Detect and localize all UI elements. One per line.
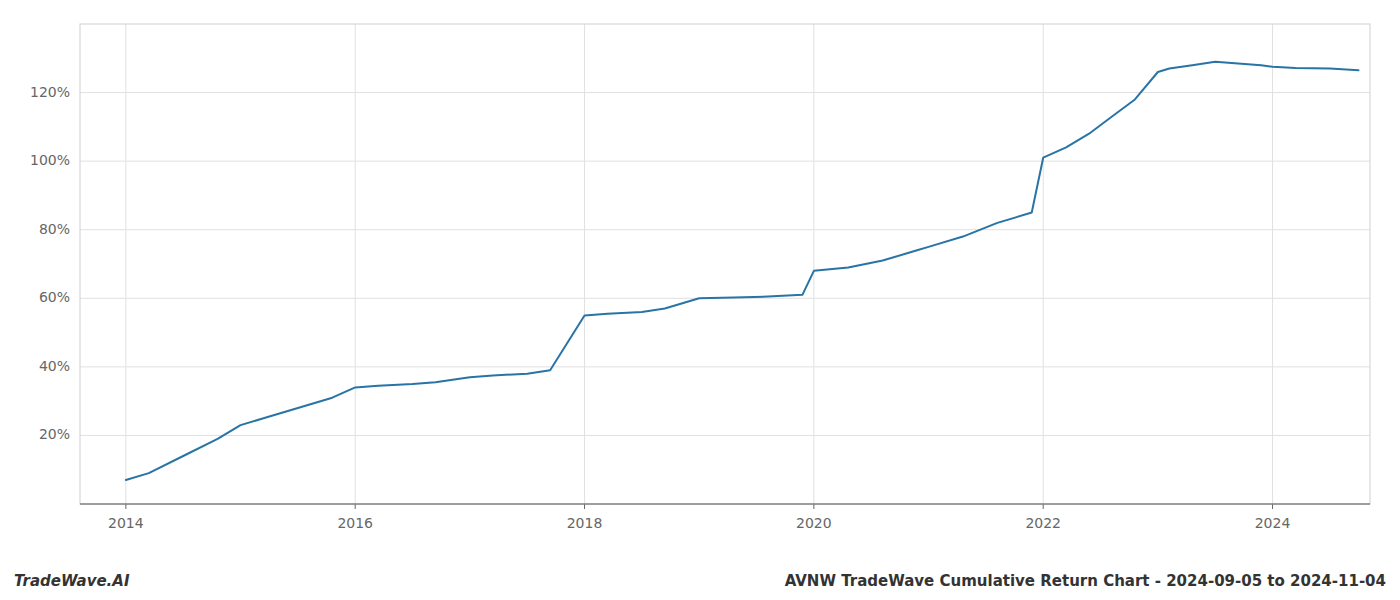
series-group (126, 62, 1359, 480)
x-grid-line (125, 24, 126, 504)
y-tick-label: 80% (39, 221, 70, 237)
background (0, 0, 1400, 600)
y-grid-line (80, 92, 1370, 93)
y-tick-label: 20% (39, 426, 70, 442)
x-tick-label: 2018 (567, 515, 603, 531)
x-grid-line (1272, 24, 1273, 504)
x-tick-label: 2020 (796, 515, 832, 531)
x-tick-label: 2024 (1255, 515, 1291, 531)
y-grid-line (80, 161, 1370, 162)
x-tick-mark (1272, 504, 1273, 509)
y-tick-label: 100% (30, 152, 70, 168)
x-tick-label: 2016 (337, 515, 373, 531)
y-grid-line (80, 229, 1370, 230)
x-grid-line (1043, 24, 1044, 504)
title: AVNW TradeWave Cumulative Return Chart -… (785, 572, 1386, 590)
y-grid-line (80, 366, 1370, 367)
y-tick-label: 40% (39, 358, 70, 374)
x-tick-mark (813, 504, 814, 509)
x-tick-mark (125, 504, 126, 509)
chart: 20% 40% 60% 80% 100% 120% 2014 2016 2018 2020 2022… (0, 0, 1400, 600)
x-tick-label: 2022 (1025, 515, 1061, 531)
watermark: TradeWave.AI (14, 572, 130, 590)
plot-frame (80, 24, 1370, 504)
x-tick-mark (1043, 504, 1044, 509)
x-grid-line (813, 24, 814, 504)
y-tick-label: 60% (39, 289, 70, 305)
x-tick-mark (584, 504, 585, 509)
grid (80, 24, 1370, 504)
y-tick-label: 120% (30, 84, 70, 100)
x-tick-label: 2014 (108, 515, 144, 531)
line (126, 62, 1359, 480)
x-grid-line (355, 24, 356, 504)
x-tick-mark (355, 504, 356, 509)
x-grid-line (584, 24, 585, 504)
y-grid-line (80, 435, 1370, 436)
x-axis-line (80, 503, 1370, 504)
